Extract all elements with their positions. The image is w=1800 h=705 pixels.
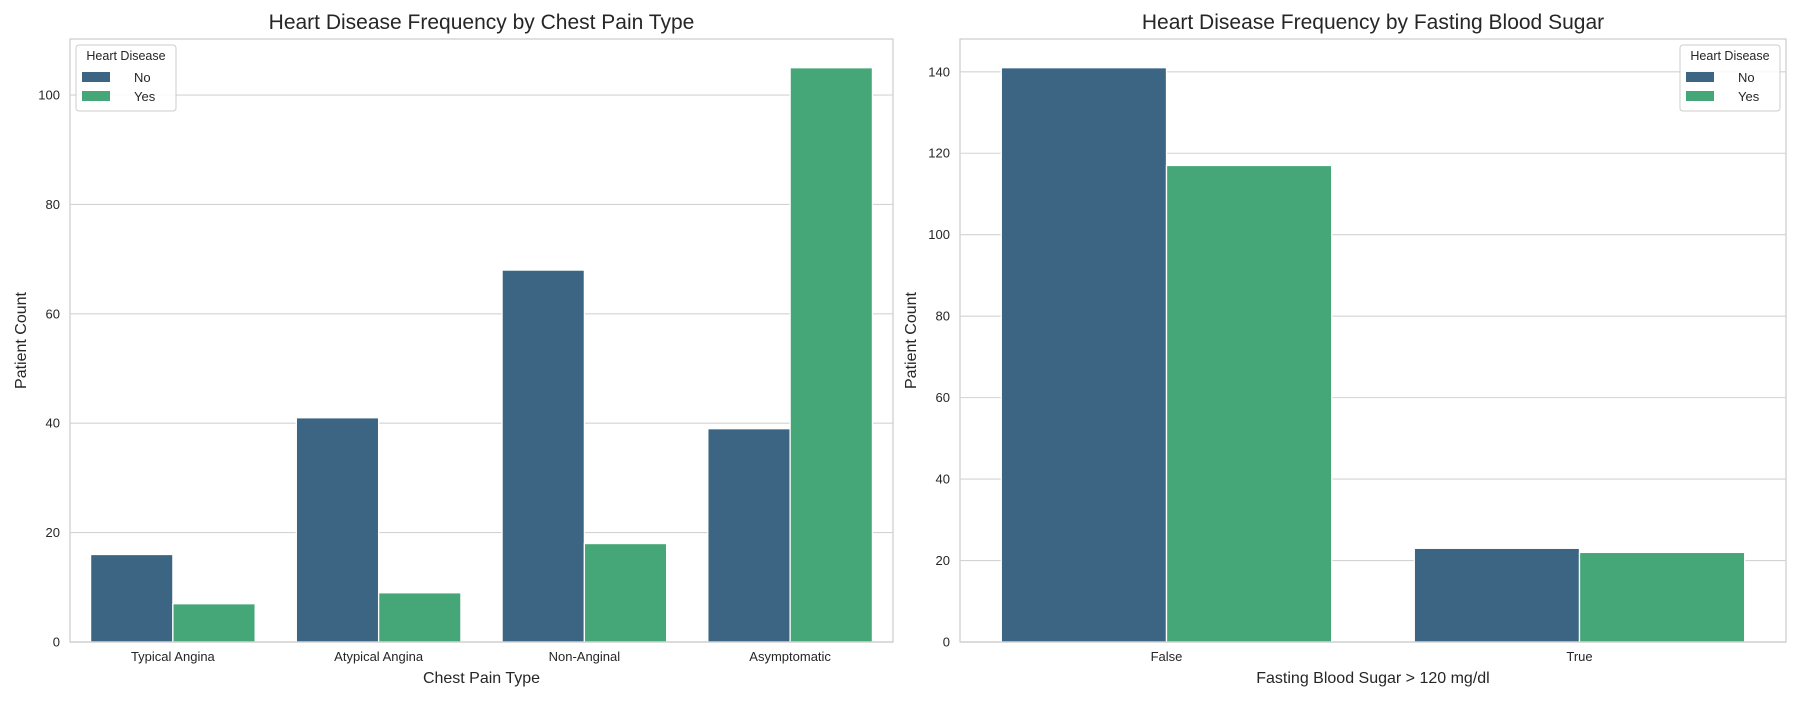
bar-no-3 <box>501 269 586 643</box>
chart-2: 0 20 40 60 80 100 120 140 False True Heart Disease… <box>903 11 1787 687</box>
y-tick-label: 100 <box>38 88 60 103</box>
bar-no-2 <box>295 417 380 643</box>
chart-title: Heart Disease Frequency by Fasting Blood… <box>1142 11 1604 34</box>
bar-yes-3 <box>583 542 668 643</box>
y-tick-label: 60 <box>936 390 950 405</box>
legend-swatch-no <box>82 72 110 82</box>
x-tick-label: Typical Angina <box>131 649 216 664</box>
bar-yes-2 <box>377 592 462 643</box>
legend-label-yes: Yes <box>134 89 156 104</box>
x-axis-label: Chest Pain Type <box>423 670 540 687</box>
legend-label-yes: Yes <box>1738 89 1760 104</box>
y-axis-label: Patient Count <box>13 291 30 389</box>
legend-swatch-yes <box>82 91 110 101</box>
legend-title: Heart Disease <box>86 49 165 63</box>
legend: Heart Disease No Yes <box>1679 44 1781 112</box>
y-tick-label: 20 <box>936 553 950 568</box>
y-tick-label: 40 <box>936 472 950 487</box>
chart-1: 0 20 40 60 80 100 Typical Angina Atypical Angin… <box>13 11 894 687</box>
y-tick-label: 80 <box>46 197 60 212</box>
y-tick-label: 80 <box>936 309 950 324</box>
legend-label-no: No <box>134 70 151 85</box>
x-tick-label: True <box>1566 649 1592 664</box>
y-tick-label: 40 <box>46 416 60 431</box>
x-tick-label: False <box>1151 649 1183 664</box>
legend-label-no: No <box>1738 70 1755 85</box>
x-tick-label: Atypical Angina <box>334 649 424 664</box>
legend: Heart Disease No Yes <box>75 44 177 112</box>
legend-title: Heart Disease <box>1690 49 1769 63</box>
x-tick-label: Asymptomatic <box>749 649 831 664</box>
bar-no-1 <box>1000 67 1168 643</box>
x-tick-label: Non-Anginal <box>549 649 621 664</box>
y-tick-label: 60 <box>46 306 60 321</box>
y-tick-label: 20 <box>46 525 60 540</box>
bar-yes-1 <box>1165 164 1333 643</box>
bar-yes-1 <box>172 603 256 643</box>
y-tick-label: 0 <box>53 635 60 650</box>
bar-no-1 <box>89 553 174 643</box>
y-tick-label: 0 <box>943 635 950 650</box>
bar-yes-2 <box>1578 551 1746 643</box>
bar-no-4 <box>707 428 791 643</box>
legend-swatch-yes <box>1686 91 1714 101</box>
y-tick-label: 120 <box>928 146 950 161</box>
chart-title: Heart Disease Frequency by Chest Pain Ty… <box>269 11 695 34</box>
legend-swatch-no <box>1686 72 1714 82</box>
x-axis-label: Fasting Blood Sugar > 120 mg/dl <box>1256 670 1489 687</box>
bar-yes-4 <box>789 67 874 643</box>
y-tick-label: 100 <box>928 227 950 242</box>
y-tick-label: 140 <box>928 64 950 79</box>
bar-no-2 <box>1413 547 1581 643</box>
y-axis-label: Patient Count <box>903 291 920 389</box>
